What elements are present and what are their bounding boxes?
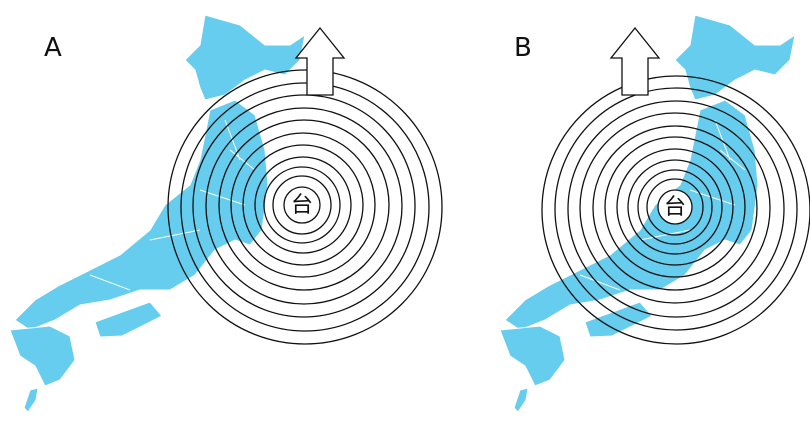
typhoon-mark: 台 — [291, 193, 313, 218]
map — [9, 14, 306, 413]
isobars — [167, 69, 443, 345]
arrow — [609, 26, 661, 96]
panel-label: A — [44, 33, 62, 63]
panel-a: A 台 — [9, 14, 443, 413]
panel-b: B 台 — [499, 14, 810, 413]
typhoon-mark: 台 — [664, 195, 686, 220]
panel-label: B — [514, 33, 532, 63]
isobars — [541, 75, 810, 345]
arrow — [294, 26, 346, 96]
